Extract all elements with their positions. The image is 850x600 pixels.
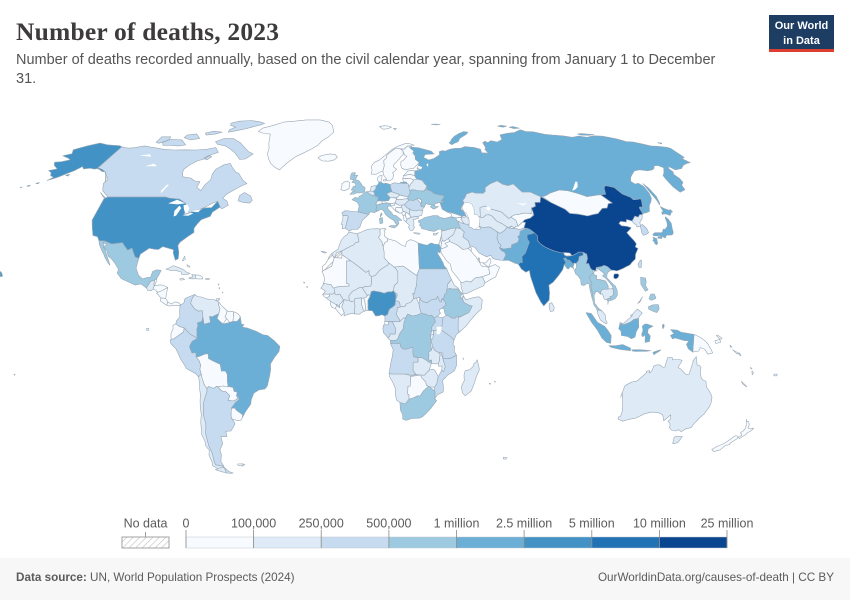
svg-text:250,000: 250,000 [299,517,344,531]
svg-text:25 million: 25 million [701,517,754,531]
svg-text:No data: No data [124,517,168,531]
svg-text:5 million: 5 million [569,517,615,531]
svg-text:100,000: 100,000 [231,517,276,531]
svg-text:500,000: 500,000 [366,517,411,531]
svg-text:1 million: 1 million [434,517,480,531]
svg-text:10 million: 10 million [633,517,686,531]
svg-text:2.5 million: 2.5 million [496,517,552,531]
svg-text:0: 0 [183,517,190,531]
